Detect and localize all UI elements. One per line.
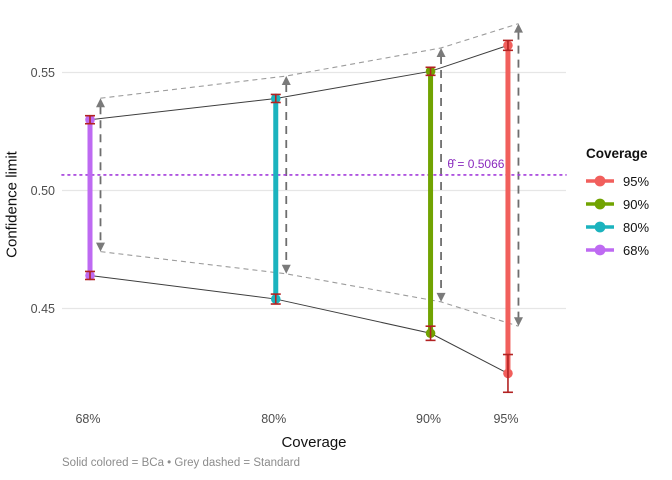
standard-upper-arrowhead-68% [96,98,105,108]
standard-lower-arrowhead-90% [436,292,446,302]
x-axis-title: Coverage [281,434,347,451]
y-tick-label-0.55: 0.55 [31,66,55,80]
legend-items: 95% 90% 80% 68% [586,173,672,258]
x-tick-label-90%: 90% [416,412,441,426]
legend-item-90%: 90% [586,196,672,212]
legend-item-label: 95% [623,173,650,189]
legend-key-pointrange-icon [586,198,614,210]
y-axis-title: Confidence limit [3,151,21,258]
legend: Coverage 95% 90% 80% 68% [586,146,672,266]
standard-upper-arrowhead-80% [281,76,291,86]
legend-item-95%: 95% [586,173,672,189]
legend-title: Coverage [586,146,648,161]
standard-upper-arrowhead-90% [436,47,446,57]
legend-item-80%: 80% [586,219,672,235]
x-tick-label-95%: 95% [493,412,518,426]
legend-key-pointrange-icon [586,221,614,233]
legend-item-68%: 68% [586,242,672,258]
legend-item-label: 68% [623,242,650,258]
legend-key-pointrange-icon [586,175,614,187]
standard-lower-arrowhead-95% [513,317,523,327]
bca-upper-connector-line [89,44,509,121]
y-tick-label-0.45: 0.45 [31,302,55,316]
plot-caption: Solid colored = BCa • Grey dashed = Stan… [62,457,301,469]
bca-lower-connector-line [89,274,509,374]
legend-key-pointrange-icon [586,244,614,256]
y-tick-label-0.50: 0.50 [31,184,55,198]
x-tick-label-80%: 80% [261,412,286,426]
x-tick-label-68%: 68% [75,412,100,426]
standard-lower-arrowhead-80% [281,264,291,274]
standard-lower-connector-line [100,251,519,327]
theta-hat-annotation: θ̂ = 0.5066 [447,157,504,171]
standard-upper-connector-line [100,23,519,99]
standard-upper-arrowhead-95% [513,23,523,33]
legend-item-label: 90% [623,196,650,212]
standard-lower-arrowhead-68% [96,242,105,252]
legend-item-label: 80% [623,219,650,235]
